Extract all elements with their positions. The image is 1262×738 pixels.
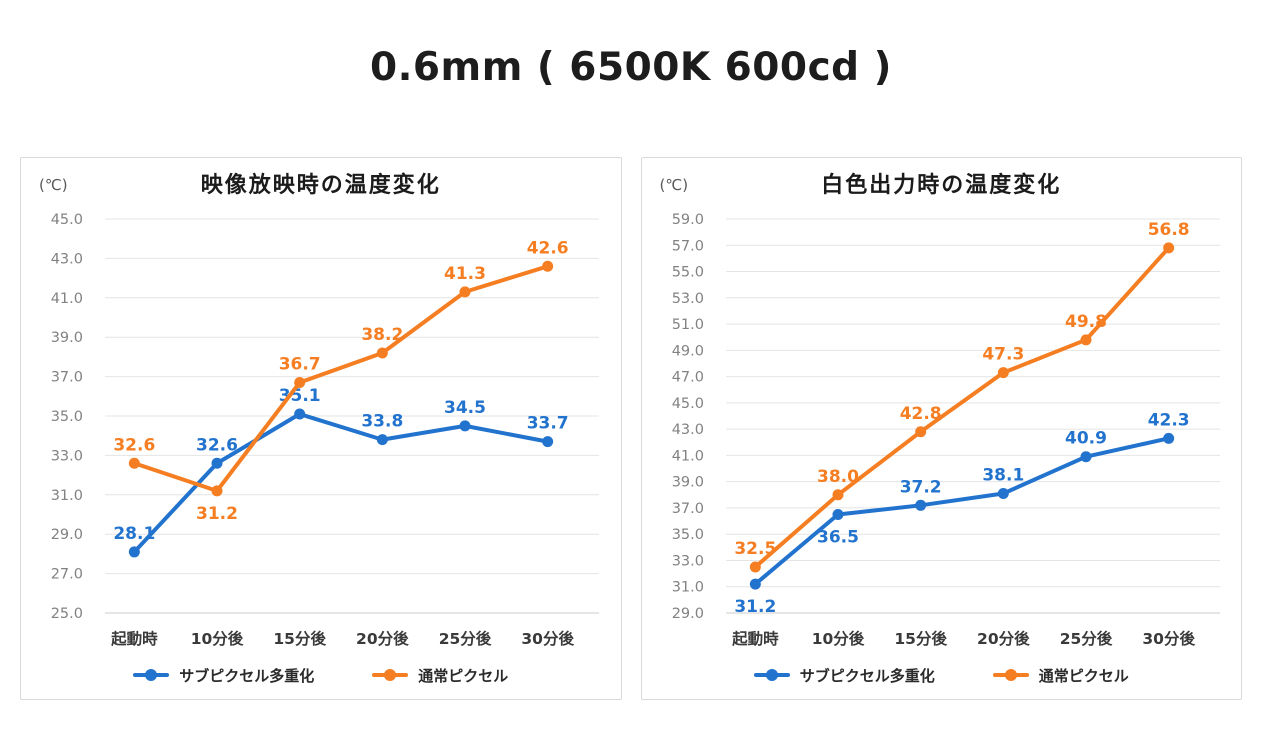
svg-text:34.5: 34.5 — [444, 398, 486, 418]
svg-text:47.3: 47.3 — [982, 345, 1024, 365]
svg-text:39.0: 39.0 — [51, 330, 83, 346]
svg-text:起動時: 起動時 — [731, 629, 779, 648]
svg-text:36.7: 36.7 — [279, 355, 321, 375]
svg-text:35.1: 35.1 — [279, 386, 321, 406]
svg-text:31.0: 31.0 — [51, 488, 83, 504]
svg-text:59.0: 59.0 — [671, 212, 703, 228]
legend-item-normal-pixel: 通常ピクセル — [372, 665, 508, 686]
svg-text:33.0: 33.0 — [51, 448, 83, 464]
svg-text:25分後: 25分後 — [439, 629, 492, 648]
legend-item-normal-pixel: 通常ピクセル — [992, 665, 1129, 686]
svg-text:15分後: 15分後 — [273, 629, 326, 648]
svg-text:25.0: 25.0 — [51, 606, 83, 622]
svg-text:29.0: 29.0 — [51, 527, 83, 543]
svg-text:31.2: 31.2 — [734, 597, 776, 617]
svg-text:57.0: 57.0 — [671, 238, 703, 254]
svg-text:39.0: 39.0 — [671, 475, 703, 491]
svg-text:35.0: 35.0 — [671, 527, 703, 543]
svg-text:10分後: 10分後 — [191, 629, 244, 648]
svg-text:32.6: 32.6 — [196, 435, 238, 455]
svg-text:25分後: 25分後 — [1059, 629, 1112, 648]
svg-text:28.1: 28.1 — [113, 524, 155, 544]
svg-text:41.3: 41.3 — [444, 264, 486, 284]
svg-text:49.0: 49.0 — [671, 343, 703, 359]
y-axis-unit-label: (℃) — [659, 176, 689, 194]
chart-card-white-output: (℃) 白色出力時の温度変化 59.0 57.0 55.0 53.0 51.0 49.0 4… — [640, 157, 1242, 700]
svg-text:42.6: 42.6 — [527, 238, 569, 258]
svg-text:43.0: 43.0 — [51, 251, 83, 267]
svg-text:20分後: 20分後 — [356, 629, 409, 648]
svg-text:20分後: 20分後 — [977, 629, 1030, 648]
page-title: 0.6mm ( 6500K 600cd ) — [369, 45, 893, 90]
svg-text:30分後: 30分後 — [521, 629, 574, 648]
video-playback-chart-plot: 45.0 43.0 41.0 39.0 37.0 35.0 33.0 31.0 29.0 27.0… — [51, 212, 599, 648]
legend-label-subpixel: サブピクセル多重化 — [799, 666, 935, 685]
legend-label-normal-pixel: 通常ピクセル — [1038, 666, 1129, 685]
svg-text:31.0: 31.0 — [671, 580, 703, 596]
svg-text:30分後: 30分後 — [1142, 629, 1195, 648]
legend: サブピクセル多重化 通常ピクセル — [658, 656, 1226, 694]
svg-text:41.0: 41.0 — [51, 291, 83, 307]
svg-text:36.5: 36.5 — [817, 528, 859, 548]
svg-text:37.0: 37.0 — [51, 370, 83, 386]
legend-line-marker-icon — [372, 669, 409, 681]
svg-text:29.0: 29.0 — [671, 606, 703, 622]
chart-title-white-output: 白色出力時の温度変化 — [821, 173, 1062, 198]
svg-text:55.0: 55.0 — [671, 265, 703, 281]
svg-text:43.0: 43.0 — [671, 422, 703, 438]
svg-text:33.0: 33.0 — [671, 553, 703, 569]
svg-text:33.8: 33.8 — [361, 412, 403, 432]
svg-text:41.0: 41.0 — [671, 448, 703, 464]
charts-row: (℃) 映像放映時の温度変化 45.0 43.0 41.0 39.0 37.0 35.0 3… — [0, 157, 1262, 700]
white-output-chart-plot: 59.0 57.0 55.0 53.0 51.0 49.0 47.0 45.0 43.0 41.0… — [671, 212, 1220, 648]
svg-text:42.3: 42.3 — [1147, 410, 1189, 430]
svg-text:45.0: 45.0 — [51, 212, 83, 228]
legend-item-subpixel: サブピクセル多重化 — [753, 665, 935, 686]
svg-text:40.9: 40.9 — [1065, 429, 1107, 449]
legend-item-subpixel: サブピクセル多重化 — [133, 665, 314, 686]
svg-text:49.8: 49.8 — [1065, 312, 1107, 332]
svg-text:38.1: 38.1 — [982, 465, 1024, 485]
svg-text:起動時: 起動時 — [110, 629, 158, 648]
chart-title-video-playback: 映像放映時の温度変化 — [200, 173, 441, 198]
chart-header: (℃) 白色出力時の温度変化 — [658, 170, 1226, 204]
svg-text:31.2: 31.2 — [196, 504, 238, 524]
svg-text:33.7: 33.7 — [527, 414, 569, 434]
svg-text:38.0: 38.0 — [817, 467, 859, 487]
legend-line-marker-icon — [753, 669, 790, 681]
legend-label-subpixel: サブピクセル多重化 — [179, 666, 315, 685]
svg-text:47.0: 47.0 — [671, 370, 703, 386]
svg-text:51.0: 51.0 — [671, 317, 703, 333]
svg-text:35.0: 35.0 — [51, 409, 83, 425]
svg-text:53.0: 53.0 — [671, 291, 703, 307]
svg-text:42.8: 42.8 — [899, 404, 941, 424]
svg-text:32.6: 32.6 — [113, 435, 155, 455]
y-axis-unit-label: (℃) — [39, 176, 68, 194]
svg-text:27.0: 27.0 — [51, 567, 83, 583]
svg-text:56.8: 56.8 — [1147, 220, 1189, 240]
svg-text:15分後: 15分後 — [894, 629, 947, 648]
legend-label-normal-pixel: 通常ピクセル — [418, 666, 509, 685]
legend-line-marker-icon — [133, 669, 170, 681]
legend: サブピクセル多重化 通常ピクセル — [37, 656, 605, 694]
chart-card-video-playback: (℃) 映像放映時の温度変化 45.0 43.0 41.0 39.0 37.0 35.0 3… — [20, 157, 622, 700]
svg-text:38.2: 38.2 — [361, 325, 403, 345]
legend-line-marker-icon — [992, 669, 1029, 681]
svg-text:37.0: 37.0 — [671, 501, 703, 517]
svg-text:10分後: 10分後 — [811, 629, 864, 648]
chart-header: (℃) 映像放映時の温度変化 — [37, 170, 605, 204]
svg-text:37.2: 37.2 — [899, 477, 941, 497]
svg-text:32.5: 32.5 — [734, 539, 776, 559]
svg-text:45.0: 45.0 — [671, 396, 703, 412]
